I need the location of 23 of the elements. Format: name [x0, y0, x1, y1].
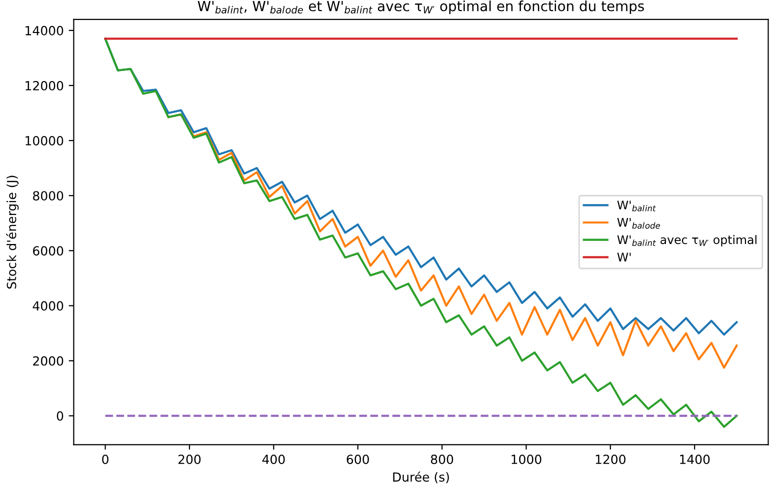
x-tick-label: 800: [430, 454, 454, 464]
x-tick-label: 600: [346, 454, 369, 464]
y-tick-label: 12000: [26, 80, 64, 90]
chart-title: W'$_{balint}$, W'$_{balode}$ et W'$_{balint}$ avec τ$_{W′}$ optimal en fonction du temps: [198, 0, 644, 14]
legend-label: W': [617, 252, 631, 262]
legend-label: W'$_{balint}$: [617, 200, 656, 212]
y-tick-label: 8000: [33, 191, 64, 201]
y-tick-label: 6000: [33, 246, 64, 256]
x-tick-label: 1000: [512, 454, 542, 464]
x-tick-label: 400: [262, 454, 285, 464]
y-tick-label: 10000: [26, 136, 64, 146]
x-axis-title: Durée (s): [393, 472, 449, 484]
y-tick-label: 0: [56, 411, 64, 421]
legend-label: W'$_{balode}$: [617, 218, 660, 229]
legend-label: W'$_{balint}$ avec τ$_{W′}$ optimal: [617, 235, 756, 246]
y-tick-label: 2000: [33, 356, 64, 366]
y-axis-title: Stock d'énergie (J): [6, 176, 19, 289]
x-tick-label: 1400: [680, 454, 710, 464]
x-tick-label: 0: [102, 454, 108, 464]
x-tick-label: 1200: [596, 454, 626, 464]
x-tick-label: 200: [178, 454, 201, 464]
y-tick-label: 14000: [26, 26, 64, 36]
y-tick-label: 4000: [32, 301, 64, 311]
